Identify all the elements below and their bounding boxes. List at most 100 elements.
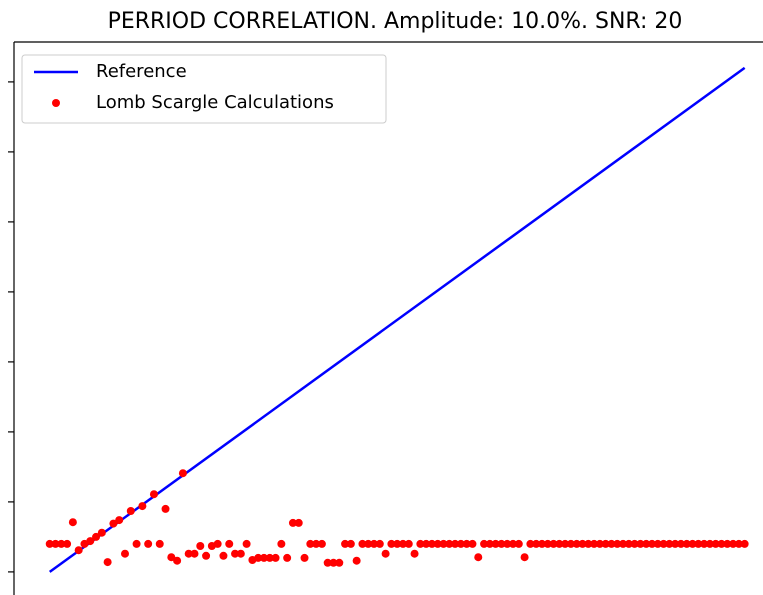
data-point	[173, 556, 182, 565]
data-point	[254, 553, 263, 562]
data-point	[416, 539, 425, 548]
data-point	[92, 532, 101, 541]
data-point	[317, 539, 326, 548]
data-point	[370, 539, 379, 548]
data-point	[682, 539, 691, 548]
data-point	[178, 469, 187, 478]
data-point	[144, 539, 153, 548]
data-point	[694, 539, 703, 548]
data-point	[231, 549, 240, 558]
data-point	[196, 542, 205, 550]
data-point	[503, 539, 512, 548]
data-point	[375, 539, 384, 548]
data-point	[491, 539, 500, 548]
legend-label: Reference	[96, 61, 187, 82]
data-point	[387, 539, 396, 548]
data-point	[659, 539, 668, 548]
data-point	[619, 539, 628, 548]
data-point	[572, 539, 581, 548]
data-point	[294, 518, 303, 527]
data-point	[485, 539, 494, 548]
data-point	[740, 539, 749, 548]
data-point	[509, 539, 518, 548]
data-point	[358, 539, 367, 548]
data-point	[526, 539, 535, 548]
data-point	[474, 553, 483, 562]
data-point	[451, 539, 460, 548]
data-point	[653, 539, 662, 548]
data-point	[393, 539, 402, 548]
data-point	[161, 504, 170, 513]
data-point	[642, 539, 651, 548]
data-point	[711, 539, 720, 548]
data-point	[115, 516, 124, 525]
data-point	[537, 539, 546, 548]
data-point	[312, 539, 321, 548]
data-point	[288, 518, 297, 527]
data-point	[433, 539, 442, 548]
data-point	[219, 551, 228, 560]
legend-box	[21, 54, 387, 124]
data-point	[723, 539, 732, 548]
reference-line	[48, 66, 746, 573]
data-point	[688, 539, 697, 548]
data-point	[236, 549, 245, 558]
legend-marker	[52, 99, 60, 107]
data-point	[456, 539, 465, 548]
data-point	[329, 558, 338, 567]
data-point	[584, 539, 593, 548]
data-point	[532, 539, 541, 548]
data-point	[364, 539, 373, 548]
data-point	[341, 539, 350, 548]
data-point	[120, 549, 129, 558]
chart-title: PERRIOD CORRELATION. Amplitude: 10.0%. S…	[108, 9, 683, 34]
data-point	[265, 553, 274, 562]
data-point	[601, 539, 610, 548]
data-point	[422, 539, 431, 548]
data-point	[636, 539, 645, 548]
data-point	[86, 537, 95, 546]
data-point	[202, 551, 211, 560]
data-point	[167, 553, 176, 562]
data-point	[138, 502, 147, 511]
data-point	[427, 539, 436, 548]
data-point	[676, 539, 685, 548]
data-point	[51, 539, 60, 548]
data-point	[462, 539, 471, 548]
data-point	[381, 549, 390, 558]
data-point	[335, 558, 344, 567]
data-point	[671, 539, 680, 548]
data-point	[607, 539, 616, 548]
data-point	[126, 507, 135, 515]
data-point	[184, 549, 193, 558]
data-point	[404, 539, 413, 548]
data-point	[648, 539, 657, 548]
data-point	[398, 539, 407, 548]
data-point	[410, 549, 419, 558]
data-point	[271, 553, 280, 562]
data-point	[352, 556, 361, 565]
legend-label: Lomb Scargle Calculations	[96, 92, 334, 113]
data-point	[468, 539, 477, 548]
data-point	[242, 539, 251, 548]
data-point	[97, 528, 106, 537]
data-point	[734, 539, 743, 548]
data-point	[665, 539, 674, 548]
data-point	[132, 539, 141, 548]
data-point	[57, 539, 66, 548]
data-point	[103, 558, 112, 567]
data-point	[717, 539, 726, 548]
data-point	[543, 539, 552, 548]
data-point	[346, 539, 355, 548]
data-point	[578, 539, 587, 548]
data-point	[225, 539, 234, 548]
data-point	[624, 539, 633, 548]
data-point	[549, 539, 558, 548]
data-point	[45, 539, 54, 548]
data-point	[630, 539, 639, 548]
data-point	[300, 553, 309, 562]
data-point	[566, 539, 575, 548]
data-point	[74, 546, 83, 555]
data-point	[595, 539, 604, 548]
